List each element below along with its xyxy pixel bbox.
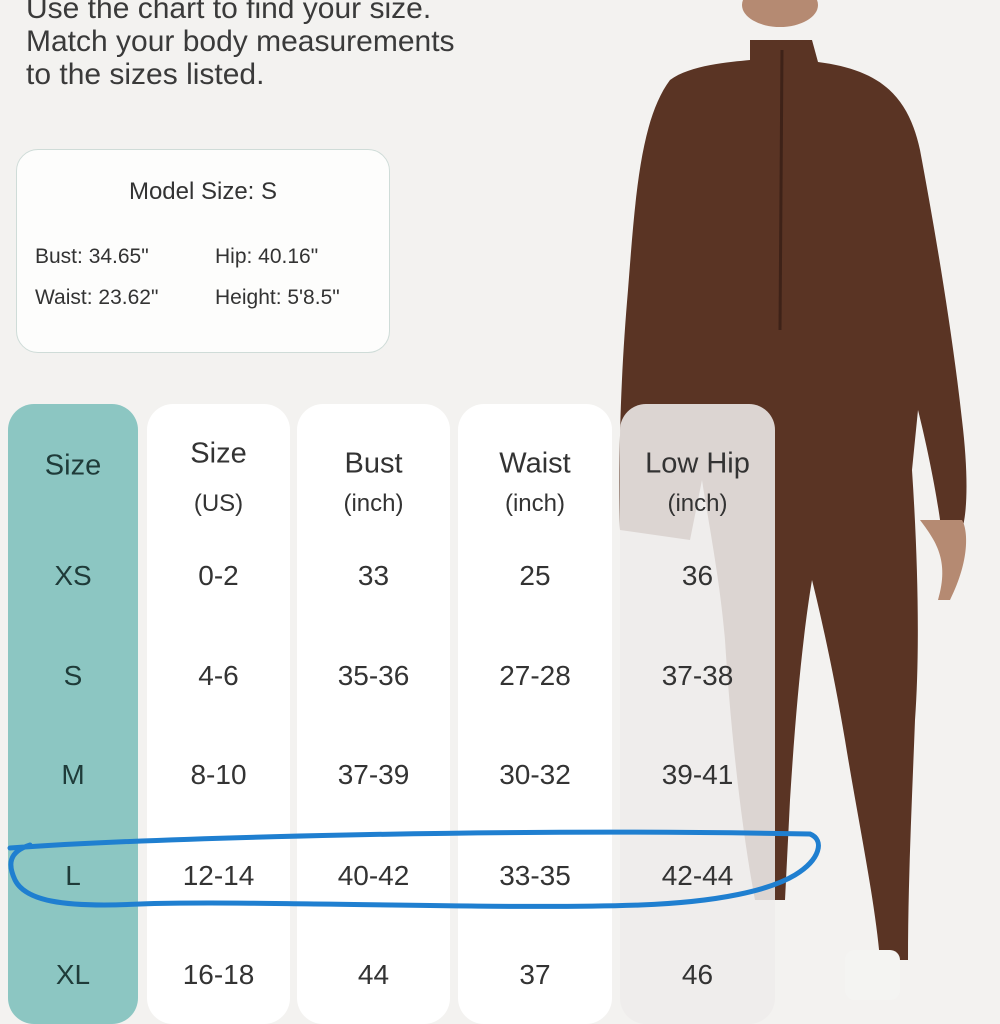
model-bust: Bust: 34.65" bbox=[35, 245, 149, 268]
low-hip-cell: 46 bbox=[681, 959, 714, 990]
waist-cell: 33-35 bbox=[499, 860, 571, 891]
us-size-cell: 16-18 bbox=[182, 959, 255, 990]
low-hip-unit: (inch) bbox=[667, 490, 728, 517]
model-height: Height: 5'8.5" bbox=[215, 286, 340, 309]
size-cell: XS bbox=[54, 560, 92, 591]
bust-cell: 37-39 bbox=[337, 759, 410, 790]
size-cell: L bbox=[65, 860, 81, 891]
bust-cell: 33 bbox=[357, 560, 390, 591]
intro-line: to the sizes listed. bbox=[26, 58, 265, 91]
waist-cell: 27-28 bbox=[499, 660, 571, 691]
low-hip-cell: 36 bbox=[681, 560, 714, 591]
bust-cell: 40-42 bbox=[337, 860, 410, 891]
size-cell: M bbox=[61, 759, 85, 790]
size-column: Size XS S M L XL bbox=[8, 404, 138, 1024]
us-size-cell: 0-2 bbox=[198, 560, 239, 591]
low-hip-cell: 39-41 bbox=[661, 759, 734, 790]
highlight-marker bbox=[7, 829, 821, 909]
bust-unit: (inch) bbox=[343, 490, 404, 517]
waist-unit: (inch) bbox=[504, 490, 565, 517]
us-size-column: Size (US) 0-2 4-6 8-10 12-14 16-18 bbox=[147, 404, 290, 1024]
model-hip: Hip: 40.16" bbox=[215, 245, 319, 268]
bust-column: Bust (inch) 33 35-36 37-39 40-42 44 bbox=[297, 404, 450, 1024]
size-header: Size bbox=[44, 449, 102, 482]
model-size-card: Model Size: S Bust: 34.65" Hip: 40.16" W… bbox=[16, 149, 390, 353]
intro-line: Use the chart to find your size. bbox=[26, 0, 432, 25]
us-size-header: Size bbox=[190, 437, 247, 470]
us-size-cell: 4-6 bbox=[198, 660, 239, 691]
us-size-cell: 8-10 bbox=[190, 759, 247, 790]
size-cell: XL bbox=[55, 959, 91, 990]
bust-cell: 44 bbox=[357, 959, 390, 990]
us-size-unit: (US) bbox=[193, 490, 244, 517]
bust-header: Bust bbox=[344, 447, 403, 480]
low-hip-cell: 42-44 bbox=[661, 860, 734, 891]
us-size-cell: 12-14 bbox=[182, 860, 255, 891]
model-waist: Waist: 23.62" bbox=[35, 286, 159, 309]
intro-text: Use the chart to find your size. Match y… bbox=[26, 0, 455, 91]
waist-column: Waist (inch) 25 27-28 30-32 33-35 37 bbox=[458, 404, 612, 1024]
waist-cell: 25 bbox=[519, 560, 551, 591]
intro-line: Match your body measurements bbox=[26, 25, 455, 58]
model-photo bbox=[590, 0, 1000, 1000]
waist-cell: 37 bbox=[519, 959, 551, 990]
low-hip-column: Low Hip (inch) 36 37-38 39-41 42-44 46 bbox=[620, 404, 775, 1024]
low-hip-cell: 37-38 bbox=[661, 660, 734, 691]
model-size-title: Model Size: S bbox=[128, 178, 278, 205]
low-hip-header: Low Hip bbox=[645, 447, 750, 480]
waist-header: Waist bbox=[499, 447, 571, 480]
waist-cell: 30-32 bbox=[499, 759, 571, 790]
bust-cell: 35-36 bbox=[337, 660, 410, 691]
size-cell: S bbox=[63, 660, 83, 691]
